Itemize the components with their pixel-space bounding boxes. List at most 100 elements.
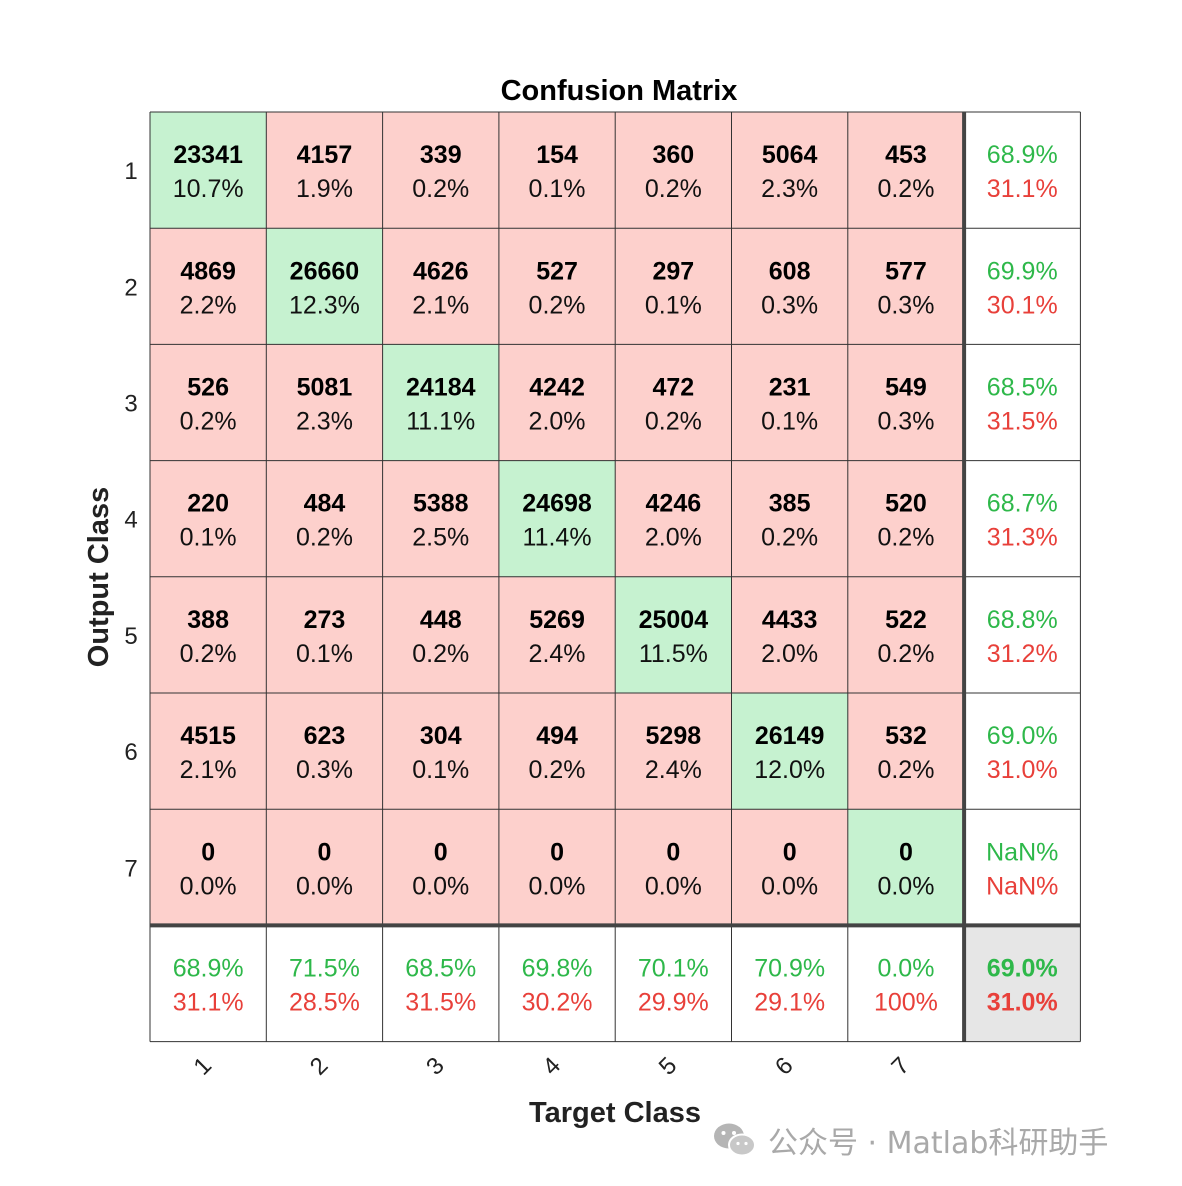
- matrix-cell: 577 0.3%: [847, 228, 965, 345]
- cell-percent: 0.0%: [529, 872, 586, 900]
- overall-summary-cell: 69.0% 31.0%: [964, 925, 1081, 1042]
- matrix-cell-bg: [847, 344, 965, 461]
- x-tick-label: 6: [770, 1052, 799, 1081]
- cell-percent: 11.5%: [639, 640, 708, 668]
- matrix-cell: 0 0.0%: [382, 809, 499, 926]
- cell-count: 0: [434, 838, 448, 866]
- cell-percent: 2.1%: [412, 291, 469, 319]
- matrix-cell-bg: [150, 112, 267, 229]
- error-percent: NaN%: [986, 872, 1058, 900]
- matrix-cell-bg: [498, 344, 616, 461]
- cell-count: 24184: [406, 374, 476, 402]
- matrix-cell: 388 0.2%: [150, 576, 267, 693]
- cell-percent: 2.0%: [529, 408, 586, 436]
- matrix-cell: 5081 2.3%: [266, 344, 383, 461]
- error-percent: 31.0%: [987, 756, 1058, 784]
- cell-count: 154: [536, 141, 578, 169]
- matrix-cell-bg: [150, 344, 267, 461]
- row-summary-cell-bg: [964, 576, 1081, 693]
- matrix-cell-bg: [498, 460, 616, 577]
- matrix-cell-bg: [615, 809, 732, 926]
- cell-count: 448: [420, 606, 462, 634]
- matrix-cell-bg: [615, 344, 732, 461]
- matrix-cell: 24184 11.1%: [382, 344, 499, 461]
- cell-percent: 10.7%: [173, 175, 244, 203]
- cell-percent: 0.0%: [296, 872, 353, 900]
- cell-count: 577: [885, 257, 927, 285]
- cell-count: 360: [652, 141, 694, 169]
- cell-percent: 0.2%: [180, 408, 237, 436]
- row-summary-cell-bg: [964, 809, 1081, 926]
- matrix-cell: 526 0.2%: [150, 344, 267, 461]
- row-summary-cell: 69.0% 31.0%: [964, 693, 1081, 810]
- cell-percent: 0.0%: [645, 872, 702, 900]
- cell-count: 4433: [762, 606, 818, 634]
- error-percent: 30.1%: [987, 291, 1058, 319]
- matrix-cell-bg: [847, 693, 965, 810]
- matrix-cell: 26660 12.3%: [266, 228, 383, 345]
- cell-count: 26660: [290, 257, 360, 285]
- cell-count: 0: [317, 838, 331, 866]
- column-summary-cell-bg: [150, 925, 267, 1042]
- error-percent: 31.5%: [987, 408, 1058, 436]
- column-summary-cell: 68.9% 31.1%: [150, 925, 267, 1042]
- cell-percent: 2.1%: [180, 756, 237, 784]
- matrix-cell-bg: [498, 576, 616, 693]
- accuracy-percent: 0.0%: [877, 955, 934, 983]
- cell-percent: 11.1%: [406, 408, 475, 436]
- cell-percent: 0.0%: [180, 872, 237, 900]
- matrix-cell-bg: [731, 112, 848, 229]
- row-summary-cell: 69.9% 30.1%: [964, 228, 1081, 345]
- error-percent: 29.9%: [638, 989, 709, 1017]
- cell-percent: 12.0%: [754, 756, 825, 784]
- matrix-cell: 23341 10.7%: [150, 112, 267, 229]
- row-summary-cell-bg: [964, 460, 1081, 577]
- matrix-cell: 549 0.3%: [847, 344, 965, 461]
- matrix-cell-bg: [498, 228, 616, 345]
- y-tick-label: 1: [124, 158, 137, 185]
- cell-percent: 0.2%: [412, 640, 469, 668]
- matrix-cell-bg: [615, 460, 732, 577]
- cell-percent: 0.2%: [877, 524, 934, 552]
- cell-count: 453: [885, 141, 927, 169]
- matrix-cell: 0 0.0%: [498, 809, 616, 926]
- matrix-cell: 0 0.0%: [150, 809, 267, 926]
- cell-count: 549: [885, 374, 927, 402]
- cell-count: 0: [899, 838, 913, 866]
- matrix-cell: 623 0.3%: [266, 693, 383, 810]
- matrix-cell-bg: [731, 576, 848, 693]
- cell-percent: 0.1%: [296, 640, 353, 668]
- matrix-cell: 220 0.1%: [150, 460, 267, 577]
- cell-percent: 2.3%: [761, 175, 818, 203]
- matrix-cell-bg: [731, 228, 848, 345]
- matrix-cell-bg: [150, 693, 267, 810]
- matrix-cell-bg: [498, 809, 616, 926]
- x-tick-label: 2: [305, 1052, 334, 1081]
- row-summary-cell: 68.7% 31.3%: [964, 460, 1081, 577]
- row-summary-cell-bg: [964, 693, 1081, 810]
- cell-percent: 0.2%: [877, 640, 934, 668]
- cell-count: 484: [304, 490, 346, 518]
- matrix-cell-bg: [266, 576, 383, 693]
- matrix-cell: 4246 2.0%: [615, 460, 732, 577]
- cell-percent: 0.2%: [761, 524, 818, 552]
- matrix-cell-bg: [731, 809, 848, 926]
- matrix-cell-bg: [731, 460, 848, 577]
- matrix-cell: 532 0.2%: [847, 693, 965, 810]
- matrix-cell-bg: [615, 693, 732, 810]
- error-percent: 31.5%: [405, 989, 476, 1017]
- cell-count: 526: [187, 374, 229, 402]
- cell-count: 297: [652, 257, 694, 285]
- row-summary-cell: NaN% NaN%: [964, 809, 1081, 926]
- cell-count: 0: [666, 838, 680, 866]
- cell-percent: 0.2%: [296, 524, 353, 552]
- cell-count: 23341: [173, 141, 243, 169]
- x-tick-label: 3: [421, 1052, 450, 1081]
- y-axis-label: Output Class: [83, 487, 115, 667]
- overall-summary-cell-bg: [964, 925, 1081, 1042]
- matrix-cell-bg: [266, 693, 383, 810]
- matrix-cell: 5388 2.5%: [382, 460, 499, 577]
- matrix-cell: 4242 2.0%: [498, 344, 616, 461]
- matrix-cell: 385 0.2%: [731, 460, 848, 577]
- matrix-cell: 472 0.2%: [615, 344, 732, 461]
